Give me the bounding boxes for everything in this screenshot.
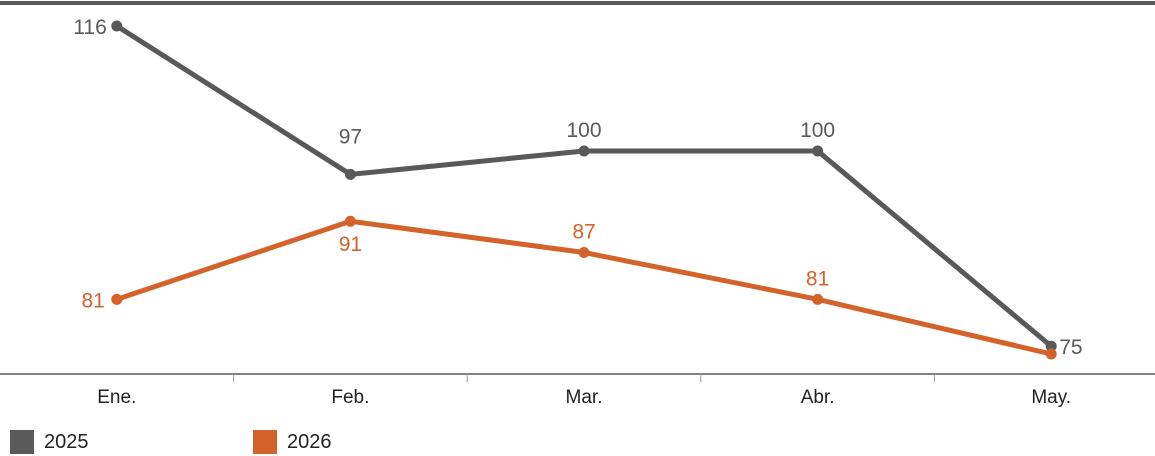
data-point-2025	[344, 168, 356, 180]
data-label-2026: 87	[572, 220, 595, 243]
data-point-2026	[111, 293, 123, 305]
data-point-2025	[578, 145, 590, 157]
x-tick-label: May.	[1031, 387, 1071, 408]
legend-item-2026: 2026	[253, 430, 332, 454]
data-point-2025	[1045, 340, 1057, 352]
x-tick-label: Ene.	[97, 387, 136, 408]
legend-swatch-2026	[253, 430, 277, 454]
data-point-2026	[344, 215, 356, 227]
data-label-2025: 100	[800, 119, 835, 142]
data-label-2025: 75	[1059, 336, 1082, 359]
data-label-2026: 81	[806, 267, 829, 290]
data-labels-layer: 116 97 100 100 75 81 91 87 81	[73, 16, 1082, 359]
x-axis-labels: Ene. Feb. Mar. Abr. May.	[97, 387, 1071, 408]
series-layer	[111, 20, 1057, 360]
legend-label-2025: 2025	[44, 430, 89, 453]
data-label-2026: 91	[339, 233, 362, 256]
series-line-2025	[114, 23, 1054, 349]
data-point-2026	[1045, 348, 1057, 360]
x-tick-label: Feb.	[331, 387, 369, 408]
x-tick-label: Abr.	[801, 387, 835, 408]
data-label-2025: 97	[339, 125, 362, 148]
data-label-2026: 81	[81, 289, 104, 312]
legend-label-2026: 2026	[287, 430, 332, 453]
legend-swatch-2025	[10, 430, 34, 454]
data-point-2026	[578, 246, 590, 258]
data-point-2025	[812, 145, 824, 157]
legend: 2025 2026	[0, 430, 1155, 456]
data-label-2025: 100	[566, 119, 601, 142]
x-axis-ticks	[233, 374, 935, 382]
line-chart: Ene. Feb. Mar. Abr. May. 116 97 100 100 75 81 91 87…	[0, 1, 1155, 408]
data-point-2026	[812, 293, 824, 305]
legend-item-2025: 2025	[10, 430, 89, 454]
x-tick-label: Mar.	[566, 387, 603, 408]
data-label-2025: 116	[73, 16, 106, 39]
data-point-2025	[111, 20, 123, 32]
